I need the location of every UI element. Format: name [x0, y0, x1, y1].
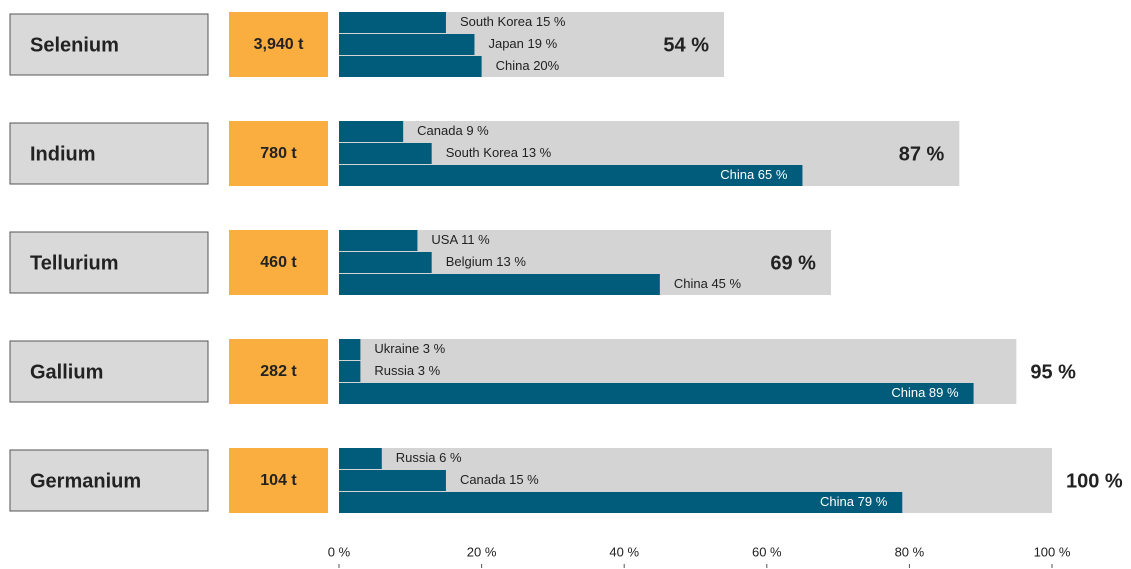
production-box: [229, 339, 328, 404]
production-label: 282 t: [260, 363, 297, 380]
x-tick-label: 20 %: [467, 544, 497, 559]
country-name: Russia: [396, 450, 437, 465]
bar-label: Canada 9 %: [417, 123, 489, 138]
total-label: 69 %: [770, 252, 816, 274]
name-box: [9, 340, 209, 403]
name-box: [9, 13, 209, 76]
country-name: Canada: [417, 123, 463, 138]
value-label: 79 %: [858, 494, 888, 509]
bar: [339, 12, 446, 33]
value-label: 19 %: [528, 36, 558, 51]
production-box: [229, 230, 328, 295]
value-label: 15 %: [536, 14, 566, 29]
bar: [339, 361, 361, 382]
value-label: 13 %: [496, 254, 526, 269]
value-label: 3 %: [418, 363, 441, 378]
total-label: 100 %: [1066, 470, 1123, 492]
country-name: China: [820, 494, 855, 509]
value-label: 11 %: [461, 232, 490, 247]
element-name: Gallium: [30, 361, 103, 383]
bar: [339, 448, 382, 469]
production-label: 3,940 t: [254, 36, 304, 53]
bar-label: Russia 6 %: [396, 450, 462, 465]
country-name: Ukraine: [374, 341, 419, 356]
name-box: [9, 231, 209, 294]
value-label: 45 %: [711, 276, 741, 291]
country-name: Russia: [374, 363, 415, 378]
country-name: USA: [431, 232, 458, 247]
bar-label: USA 11 %: [431, 232, 490, 247]
element-name: Germanium: [30, 470, 141, 492]
value-label: 65 %: [758, 167, 788, 182]
country-name: South Korea: [460, 14, 533, 29]
value-label: 89 %: [929, 385, 959, 400]
country-name: Canada: [460, 472, 506, 487]
element-name: Indium: [30, 143, 96, 165]
bar: [339, 383, 974, 404]
bar: [339, 274, 660, 295]
country-name: Belgium: [446, 254, 493, 269]
country-name: South Korea: [446, 145, 519, 160]
total-label: 95 %: [1030, 361, 1076, 383]
bar-label: Japan 19 %: [488, 36, 557, 51]
country-name: China: [496, 58, 531, 73]
x-tick-label: 60 %: [752, 544, 782, 559]
x-tick-label: 80 %: [895, 544, 925, 559]
name-box: [9, 122, 209, 185]
bar-label: Canada 15 %: [460, 472, 539, 487]
bar: [339, 56, 482, 77]
value-label: 9 %: [466, 123, 489, 138]
country-name: China: [891, 385, 926, 400]
bar: [339, 492, 903, 513]
bar-label: Ukraine 3 %: [374, 341, 445, 356]
production-label: 460 t: [260, 254, 297, 271]
value-label: 15 %: [509, 472, 539, 487]
bar: [339, 165, 803, 186]
x-tick-label: 0 %: [328, 544, 351, 559]
element-name: Selenium: [30, 34, 119, 56]
production-box: [229, 121, 328, 186]
production-box: [229, 448, 328, 513]
x-tick-label: 40 %: [609, 544, 639, 559]
bar-label: South Korea 13 %: [446, 145, 552, 160]
value-label: 13 %: [522, 145, 552, 160]
total-label: 54 %: [663, 34, 709, 56]
x-tick-label: 100 %: [1034, 544, 1071, 559]
country-name: China: [720, 167, 755, 182]
country-name: Japan: [488, 36, 523, 51]
bar: [339, 252, 432, 273]
bar-label: China 65 %: [720, 167, 788, 182]
value-label: 3 %: [423, 341, 446, 356]
bar: [339, 230, 418, 251]
bar: [339, 34, 475, 55]
value-label: 6 %: [439, 450, 462, 465]
bar-label: Belgium 13 %: [446, 254, 527, 269]
bar: [339, 470, 446, 491]
element-name: Tellurium: [30, 252, 119, 274]
bar: [339, 339, 361, 360]
bar-label: Russia 3 %: [374, 363, 440, 378]
country-name: China: [674, 276, 709, 291]
bar-label: China 45 %: [674, 276, 742, 291]
bar-label: China 89 %: [891, 385, 959, 400]
bar-label: South Korea 15 %: [460, 14, 566, 29]
bar: [339, 143, 432, 164]
name-box: [9, 449, 209, 512]
production-label: 780 t: [260, 145, 297, 162]
value-label: 20%: [533, 58, 559, 73]
production-box: [229, 12, 328, 77]
bar: [339, 121, 404, 142]
total-label: 87 %: [899, 143, 945, 165]
bar-label: China 79 %: [820, 494, 888, 509]
bar-label: China 20%: [496, 58, 560, 73]
production-label: 104 t: [260, 472, 297, 489]
